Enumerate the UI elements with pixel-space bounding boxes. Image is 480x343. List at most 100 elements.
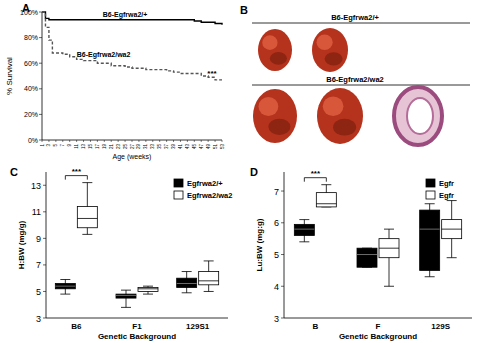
y-tick-label: 4: [274, 282, 279, 292]
series-label: B6-Egfrwa2/+: [103, 11, 148, 19]
x-axis: [46, 318, 228, 319]
x-tick: [97, 140, 98, 142]
plot-area: [42, 12, 222, 80]
plot-area: [294, 185, 461, 287]
y-tick-label: 7: [36, 260, 41, 270]
x-axis: [284, 318, 472, 319]
x-tick: [222, 140, 223, 142]
box: [442, 220, 462, 239]
y-tick: [39, 63, 42, 64]
x-tick: [55, 140, 56, 142]
significance: ***: [311, 169, 321, 178]
x-tick-label: 7: [60, 144, 65, 147]
x-tick-label: 9: [67, 144, 72, 147]
legend-label: Egfrwa2/wa2: [187, 191, 232, 200]
x-tick: [187, 140, 188, 142]
box: [379, 239, 399, 258]
histology-section: [394, 87, 442, 145]
x-tick: [76, 140, 77, 142]
legend-label: Egfrwa2/+: [187, 179, 223, 188]
heart-shade: [268, 119, 290, 135]
y-tick-label: 60%: [24, 60, 38, 67]
whisker-cap: [182, 292, 192, 293]
heart-image: [312, 28, 348, 72]
y-tick: [39, 114, 42, 115]
y-tick-label: 20%: [24, 111, 38, 118]
heart-image: [253, 89, 297, 143]
y-tick-label: 40%: [24, 85, 38, 92]
axis-title: % Survival: [5, 57, 14, 95]
panel-letter: B: [240, 4, 248, 16]
whisker-cap: [447, 200, 457, 201]
box: [116, 294, 136, 298]
box: [55, 283, 75, 288]
whisker-cap: [384, 229, 394, 230]
y-tick-label: 80%: [24, 34, 38, 41]
axis-title: Lu:BW (mg:g): [255, 218, 264, 271]
x-tick-label: 33: [150, 144, 155, 150]
y-tick: [43, 185, 46, 186]
y-tick-label: 5: [36, 287, 41, 297]
y-axis: [46, 172, 47, 318]
x-tick: [173, 140, 174, 142]
median: [177, 283, 197, 284]
x-tick-label: 37: [164, 144, 169, 150]
y-tick: [43, 211, 46, 212]
whisker-cap: [82, 234, 92, 235]
x-tick-label: F1: [132, 322, 142, 331]
x-tick: [201, 140, 202, 142]
y-tick-label: 13: [31, 181, 41, 191]
x-tick-label: F: [376, 322, 381, 331]
heart-shade: [270, 52, 287, 65]
box: [420, 210, 440, 270]
median: [420, 229, 440, 230]
whisker-cap: [121, 307, 131, 308]
y-tick-label: 7: [274, 187, 279, 197]
x-tick-label: 49: [206, 144, 211, 150]
heart-shade: [325, 52, 343, 65]
x-tick-label: 25: [123, 144, 128, 150]
x-tick: [118, 140, 119, 142]
x-tick-label: 129S1: [186, 322, 210, 331]
box: [77, 207, 97, 228]
x-tick: [132, 140, 133, 142]
y-tick: [39, 12, 42, 13]
y-tick-label: 100%: [20, 9, 38, 16]
median: [379, 248, 399, 249]
x-tick-label: B: [312, 322, 318, 331]
divider: [252, 23, 470, 24]
x-tick: [145, 140, 146, 142]
y-axis: [42, 12, 43, 140]
caption: B6-Egfrwa2/+: [331, 13, 379, 22]
y-tick: [43, 264, 46, 265]
y-tick: [43, 238, 46, 239]
x-tick: [180, 140, 181, 142]
x-tick: [62, 140, 63, 142]
x-tick: [69, 140, 70, 142]
y-tick: [281, 191, 284, 192]
median: [442, 229, 462, 230]
x-tick-label: 29: [136, 144, 141, 150]
x-tick: [90, 140, 91, 142]
x-tick-label: 21: [109, 144, 114, 150]
axis-title: Genetic Background: [98, 332, 176, 341]
box: [177, 278, 197, 287]
heart-shade: [333, 119, 356, 136]
whisker-cap: [425, 276, 435, 277]
x-tick: [48, 140, 49, 142]
x-tick: [152, 140, 153, 142]
x-tick-label: 19: [102, 144, 107, 150]
axis-title: Genetic Background: [339, 332, 417, 341]
panel-d: DLu:BW (mg:g)Genetic Background34567BF12…: [250, 166, 472, 341]
x-tick-label: 51: [213, 144, 218, 150]
y-tick: [281, 254, 284, 255]
x-tick-label: 3: [46, 144, 51, 147]
whisker-cap: [182, 271, 192, 272]
x-tick: [83, 140, 84, 142]
heart-highlight: [259, 97, 279, 116]
x-tick: [215, 140, 216, 142]
axis-title: Age (weeks): [113, 153, 152, 161]
x-tick-label: 43: [185, 144, 190, 150]
whisker-cap: [425, 203, 435, 204]
median: [55, 286, 75, 287]
